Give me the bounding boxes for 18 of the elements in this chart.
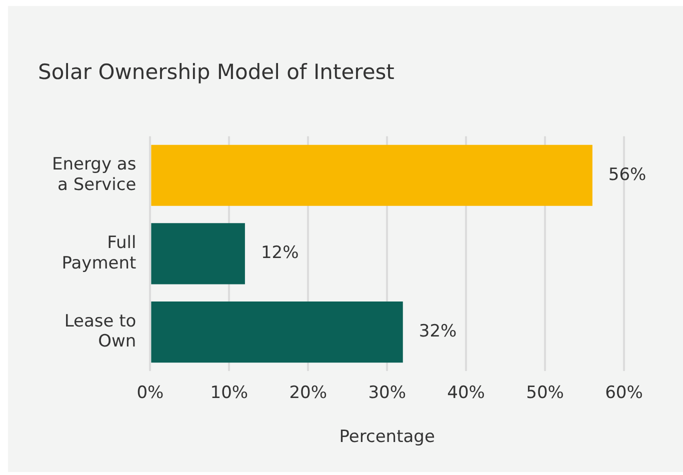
x-tick-label: 10% bbox=[210, 382, 248, 403]
y-tick-label: Lease to Own bbox=[64, 311, 136, 352]
x-axis-title: Percentage bbox=[339, 427, 435, 448]
x-tick-label: 40% bbox=[447, 382, 485, 403]
x-tick-label: 30% bbox=[368, 382, 406, 403]
x-tick-label: 50% bbox=[526, 382, 564, 403]
bar bbox=[151, 144, 592, 206]
y-tick-label: Energy as a Service bbox=[52, 154, 136, 195]
data-label: 12% bbox=[260, 243, 299, 264]
data-label: 56% bbox=[608, 164, 646, 185]
chart-title: Solar Ownership Model of Interest bbox=[38, 60, 394, 84]
x-tick-label: 0% bbox=[136, 382, 164, 403]
data-label: 32% bbox=[418, 321, 457, 342]
x-tick-label: 60% bbox=[605, 382, 643, 403]
bar bbox=[151, 223, 245, 284]
bar bbox=[151, 301, 403, 363]
y-tick-label: Full Payment bbox=[62, 232, 137, 274]
x-tick-label: 20% bbox=[289, 382, 328, 403]
